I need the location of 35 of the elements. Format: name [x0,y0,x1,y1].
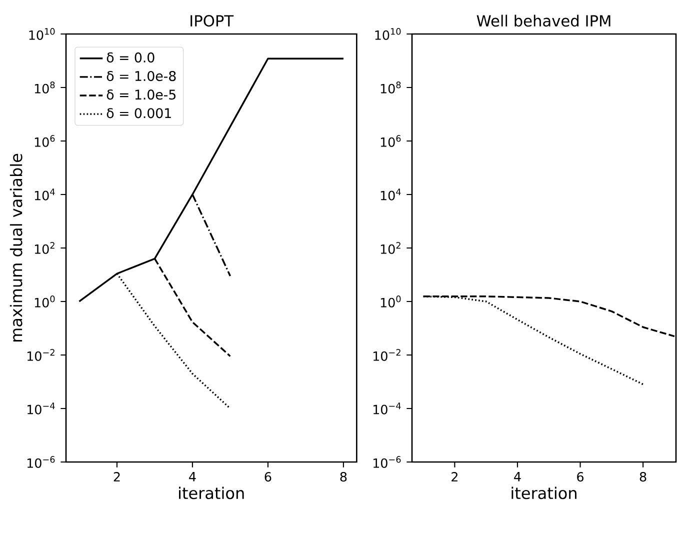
y-tick-label: 10$^{−4}$ [374,402,401,414]
x-tick-label: 2 [114,472,120,482]
x-axis-title: iteration [179,486,244,500]
x-tick-label: 6 [577,472,584,482]
chart-title: IPOPT [190,15,234,27]
y-tick-label: 10$^{0}$ [34,296,55,308]
y-tick-label: 10$^{2}$ [380,242,400,254]
y-tick-label: 10$^{−6}$ [374,456,401,468]
x-tick-label: 4 [189,472,196,482]
legend-label: δ = 1.0e-8 [106,70,176,82]
y-tick-label: 10$^{10}$ [375,28,401,40]
x-tick-label: 4 [514,472,521,482]
legend-label: δ = 1.0e-5 [106,90,176,100]
y-tick-label: 10$^{−4}$ [28,402,55,414]
y-tick-label: 10$^{−2}$ [374,349,400,361]
y-tick-label: 10$^{−6}$ [28,456,55,468]
x-tick-label: 6 [264,472,272,482]
y-tick-label: 10$^{4}$ [34,188,55,200]
chart-title: Well behaved IPM [476,14,610,27]
y-tick-label: 10$^{6}$ [34,135,55,147]
y-tick-label: 10$^{2}$ [34,242,54,254]
y-tick-label: 10$^{0}$ [380,296,401,308]
legend-label: δ = 0.0 [106,52,154,63]
x-axis-title: iteration [512,486,576,500]
legend-label: δ = 0.001 [106,108,171,118]
y-tick-label: 10$^{4}$ [380,188,401,200]
y-tick-label: 10$^{−2}$ [28,349,54,361]
y-axis-title: maximum dual variable [10,154,22,342]
y-tick-label: 10$^{6}$ [380,135,401,147]
x-tick-label: 2 [452,472,458,482]
y-tick-label: 10$^{10}$ [29,28,55,40]
x-tick-label: 8 [640,472,646,482]
y-tick-label: 10$^{8}$ [380,82,401,94]
x-tick-label: 8 [340,472,347,482]
y-tick-label: 10$^{8}$ [34,82,55,94]
